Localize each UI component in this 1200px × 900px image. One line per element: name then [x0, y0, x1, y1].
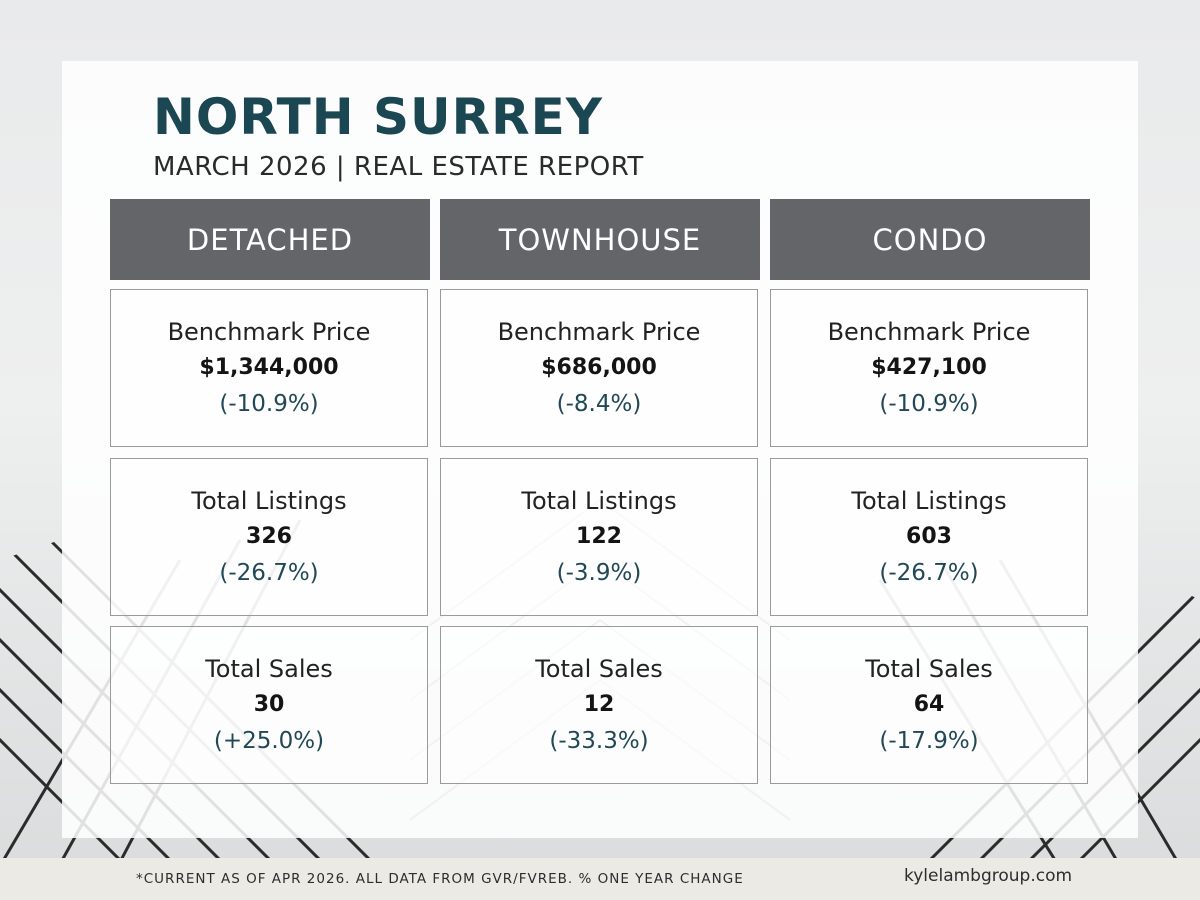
metric-value: $427,100	[871, 355, 987, 380]
metric-change: (-26.7%)	[879, 560, 979, 586]
column-header-condo: CONDO	[770, 199, 1090, 280]
metric-change: (-17.9%)	[879, 728, 979, 754]
metric-value: $686,000	[541, 355, 657, 380]
report-subtitle: MARCH 2026 | REAL ESTATE REPORT	[153, 152, 644, 182]
metric-value: 603	[906, 524, 952, 549]
metric-change: (-10.9%)	[879, 391, 979, 417]
metric-label: Total Listings	[191, 487, 347, 515]
metric-label: Total Listings	[851, 487, 1007, 515]
metric-label: Total Sales	[205, 655, 333, 683]
metric-label: Total Sales	[535, 655, 663, 683]
condo-total-sales-card: Total Sales 64 (-17.9%)	[770, 626, 1088, 784]
detached-total-listings-card: Total Listings 326 (-26.7%)	[110, 458, 428, 616]
footer-note: *CURRENT AS OF APR 2026. ALL DATA FROM G…	[136, 871, 744, 887]
metric-value: 64	[913, 692, 945, 717]
metric-value: 12	[583, 692, 615, 717]
metric-value: 326	[246, 524, 292, 549]
website-link[interactable]: kylelambgroup.com	[904, 866, 1073, 886]
footer-bar	[0, 858, 1200, 900]
metric-value: 122	[576, 524, 622, 549]
metric-label: Benchmark Price	[167, 318, 371, 346]
metric-change: (-33.3%)	[549, 728, 649, 754]
townhouse-total-listings-card: Total Listings 122 (-3.9%)	[440, 458, 758, 616]
page-title: NORTH SURREY	[153, 88, 603, 146]
condo-benchmark-price-card: Benchmark Price $427,100 (-10.9%)	[770, 289, 1088, 447]
column-header-townhouse: TOWNHOUSE	[440, 199, 760, 280]
detached-benchmark-price-card: Benchmark Price $1,344,000 (-10.9%)	[110, 289, 428, 447]
metric-change: (-3.9%)	[556, 560, 642, 586]
detached-total-sales-card: Total Sales 30 (+25.0%)	[110, 626, 428, 784]
townhouse-total-sales-card: Total Sales 12 (-33.3%)	[440, 626, 758, 784]
metric-change: (-10.9%)	[219, 391, 319, 417]
column-header-detached: DETACHED	[110, 199, 430, 280]
metric-change: (-8.4%)	[556, 391, 642, 417]
metric-label: Total Listings	[521, 487, 677, 515]
townhouse-benchmark-price-card: Benchmark Price $686,000 (-8.4%)	[440, 289, 758, 447]
metric-value: 30	[253, 692, 285, 717]
condo-total-listings-card: Total Listings 603 (-26.7%)	[770, 458, 1088, 616]
metric-label: Benchmark Price	[827, 318, 1031, 346]
metric-label: Total Sales	[865, 655, 993, 683]
metric-change: (-26.7%)	[219, 560, 319, 586]
metric-label: Benchmark Price	[497, 318, 701, 346]
metric-value: $1,344,000	[199, 355, 339, 380]
metric-change: (+25.0%)	[213, 728, 325, 754]
